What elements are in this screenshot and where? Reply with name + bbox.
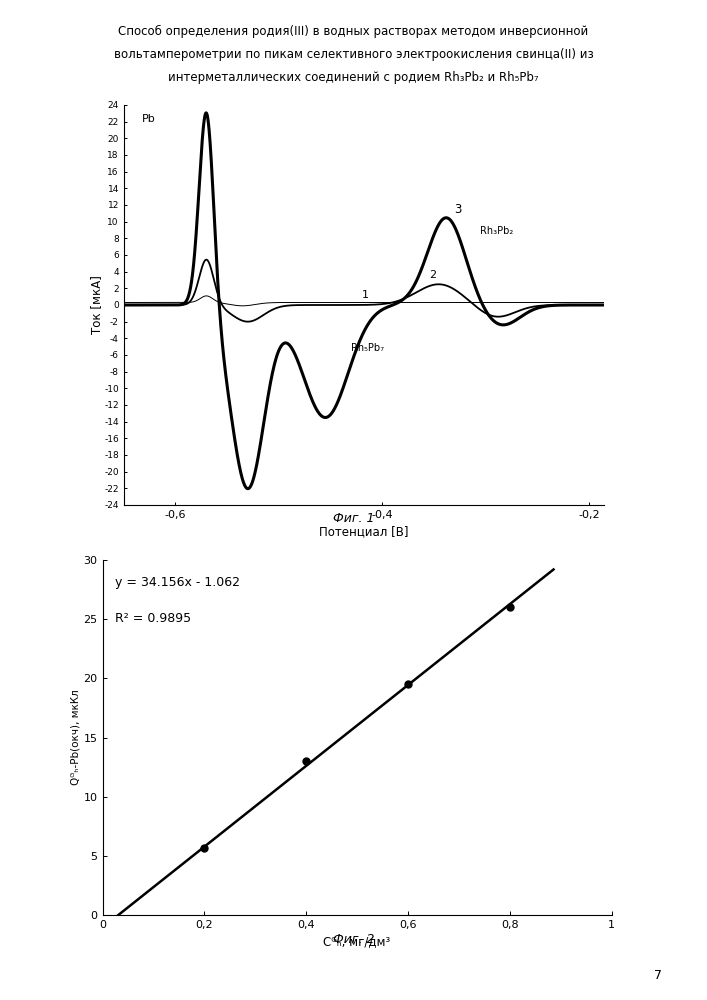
Text: Фиг. 1: Фиг. 1 bbox=[333, 512, 374, 525]
X-axis label: Cᴳₕ, мг/дм³: Cᴳₕ, мг/дм³ bbox=[323, 935, 391, 948]
Point bbox=[504, 599, 515, 615]
Text: 1: 1 bbox=[361, 290, 368, 300]
X-axis label: Потенциал [В]: Потенциал [В] bbox=[320, 525, 409, 538]
Text: 2: 2 bbox=[428, 270, 436, 280]
Text: R² = 0.9895: R² = 0.9895 bbox=[115, 612, 192, 625]
Text: вольтамперометрии по пикам селективного электроокисления свинца(II) из: вольтамперометрии по пикам селективного … bbox=[114, 48, 593, 61]
Text: y = 34.156x - 1.062: y = 34.156x - 1.062 bbox=[115, 576, 240, 589]
Text: 3: 3 bbox=[455, 203, 462, 216]
Text: Способ определения родия(III) в водных растворах методом инверсионной: Способ определения родия(III) в водных р… bbox=[118, 25, 589, 38]
Y-axis label: Qᴳₕ-Pb(окч), мкКл: Qᴳₕ-Pb(окч), мкКл bbox=[71, 690, 81, 785]
Point bbox=[300, 753, 312, 769]
Text: Rh₃Pb₂: Rh₃Pb₂ bbox=[481, 226, 514, 236]
Point bbox=[199, 840, 210, 856]
Y-axis label: Ток [мкА]: Ток [мкА] bbox=[90, 276, 103, 334]
Text: Фиг. 2: Фиг. 2 bbox=[333, 933, 374, 946]
Text: 7: 7 bbox=[653, 969, 662, 982]
Text: Rh₅Pb₇: Rh₅Pb₇ bbox=[351, 343, 384, 353]
Point bbox=[402, 676, 414, 692]
Text: интерметаллических соединений с родием Rh₃Pb₂ и Rh₅Pb₇: интерметаллических соединений с родием R… bbox=[168, 71, 539, 84]
Text: Pb: Pb bbox=[142, 114, 156, 124]
